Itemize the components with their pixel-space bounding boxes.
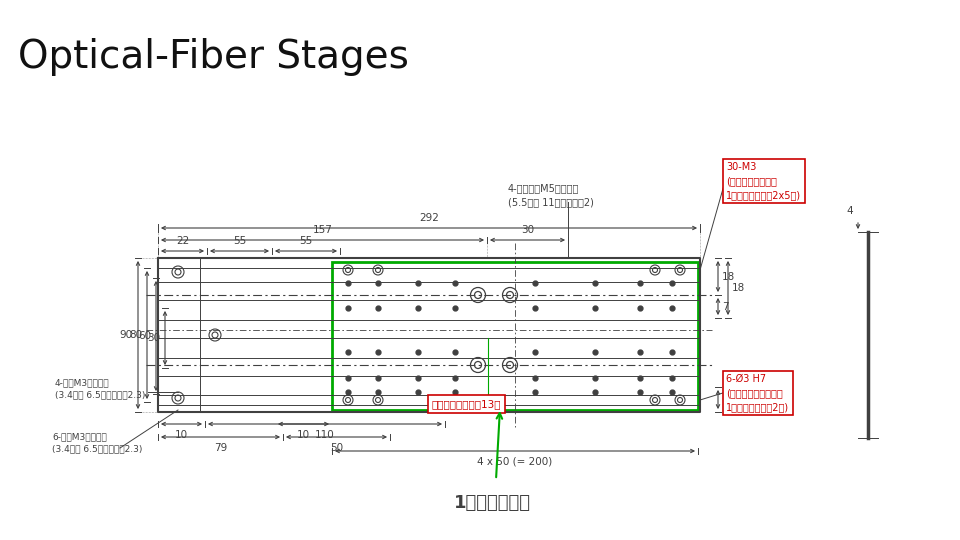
Text: 10: 10 — [297, 430, 310, 440]
Text: 79: 79 — [214, 443, 228, 453]
Text: 1ユニット範囲: 1ユニット範囲 — [453, 494, 531, 512]
Text: 25: 25 — [722, 395, 735, 404]
Text: 55: 55 — [300, 236, 313, 246]
Text: 30: 30 — [521, 225, 534, 235]
Text: 4-低頭M3用ザグリ
(3.4キリ 6.5ザグリ深さ2.3): 4-低頭M3用ザグリ (3.4キリ 6.5ザグリ深さ2.3) — [55, 378, 145, 400]
Text: 30: 30 — [147, 333, 160, 343]
Text: 18: 18 — [722, 272, 735, 281]
Text: 6-Ø3 H7
(位置決めピン設置用
1ユニット当たり2個): 6-Ø3 H7 (位置決めピン設置用 1ユニット当たり2個) — [726, 374, 789, 412]
Text: 4 x 50 (= 200): 4 x 50 (= 200) — [477, 457, 553, 467]
Text: 50: 50 — [330, 443, 343, 453]
Text: 4-超極低頭M5用ザグリ
(5.5キリ 11ザグリ深さ2): 4-超極低頭M5用ザグリ (5.5キリ 11ザグリ深さ2) — [508, 183, 594, 207]
Text: 90: 90 — [120, 330, 133, 340]
Text: 55: 55 — [233, 236, 246, 246]
Bar — [332, 262, 698, 410]
Text: 6-低頭M3用ザグリ
(3.4キリ 6.5ザグリ深さ2.3): 6-低頭M3用ザグリ (3.4キリ 6.5ザグリ深さ2.3) — [52, 432, 142, 454]
Text: 157: 157 — [313, 225, 332, 235]
Text: 30-M3
(ファイバー固定用
1ユニット当たり2x5個): 30-M3 (ファイバー固定用 1ユニット当たり2x5個) — [726, 162, 802, 200]
Text: Optical-Fiber Stages: Optical-Fiber Stages — [18, 38, 409, 76]
Text: 18: 18 — [732, 283, 745, 293]
Text: 80: 80 — [129, 330, 142, 340]
Text: 10: 10 — [175, 430, 188, 440]
Text: 焦点面（光軸高さ13）: 焦点面（光軸高さ13） — [432, 399, 501, 409]
Text: 7: 7 — [722, 301, 729, 312]
Text: 4: 4 — [847, 206, 853, 216]
Text: 22: 22 — [176, 236, 189, 246]
Text: 60: 60 — [138, 331, 151, 341]
Text: 292: 292 — [420, 213, 439, 223]
Text: 110: 110 — [315, 430, 335, 440]
